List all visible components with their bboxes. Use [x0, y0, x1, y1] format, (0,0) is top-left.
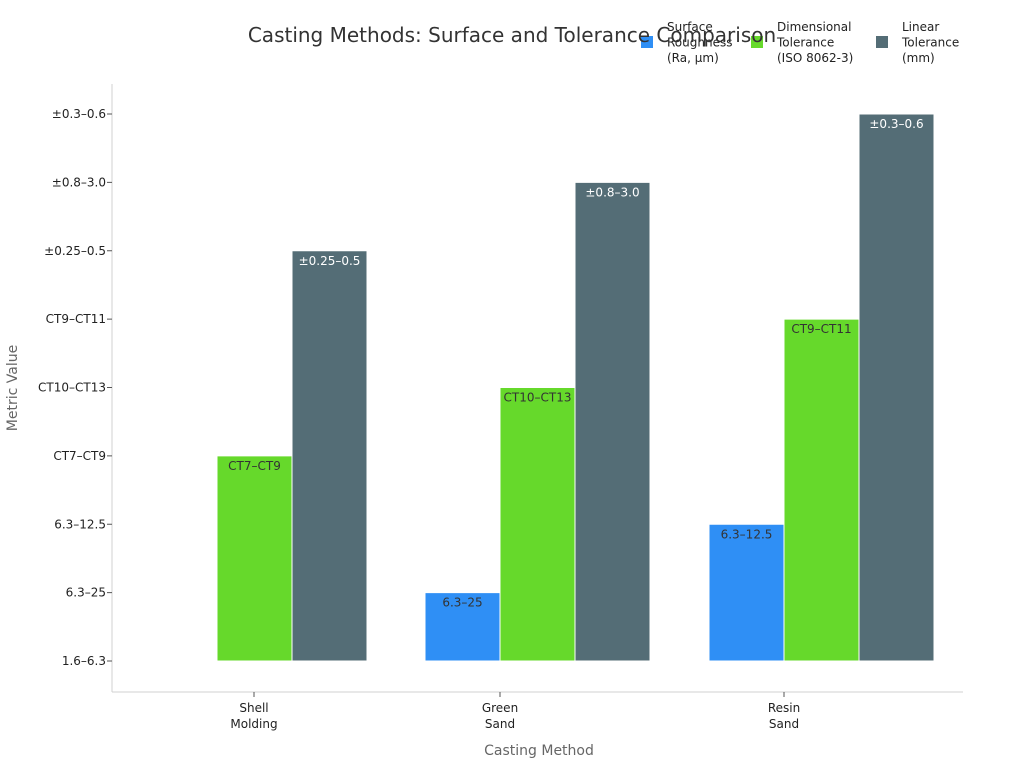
y-tick-label: CT10–CT13	[38, 381, 106, 395]
chart-title: Casting Methods: Surface and Tolerance C…	[248, 23, 776, 47]
x-tick-label: Shell Molding	[230, 701, 277, 731]
legend-label: Dimensional Tolerance (ISO 8062-3)	[776, 20, 853, 65]
bar	[291, 250, 368, 662]
y-tick-label: CT7–CT9	[53, 449, 106, 463]
legend-label: Linear Tolerance (mm)	[901, 20, 959, 65]
legend-swatch	[641, 36, 653, 48]
bar-data-label: ±0.8–3.0	[585, 185, 639, 199]
bar-data-label: ±0.25–0.5	[299, 254, 361, 268]
bars-layer	[216, 113, 935, 662]
legend-label: Surface Roughness (Ra, µm)	[667, 20, 732, 65]
y-tick-label: ±0.25–0.5	[44, 244, 106, 258]
bar	[858, 113, 935, 662]
y-tick-label: ±0.3–0.6	[52, 107, 106, 121]
bar	[499, 387, 576, 662]
x-tick-label: Green Sand	[482, 701, 518, 731]
bar	[708, 523, 785, 662]
y-tick-label: 6.3–12.5	[54, 517, 106, 531]
bar	[574, 181, 651, 662]
axes-layer: 1.6–6.3 6.3–25 6.3–12.5 CT7–CT9 CT10–CT13 CT9…	[38, 84, 963, 731]
x-tick-label: Resin Sand	[768, 701, 800, 731]
bar-data-label: CT9–CT11	[791, 322, 851, 336]
legend-swatch	[876, 36, 888, 48]
bar	[783, 318, 860, 662]
bar-data-label: ±0.3–0.6	[869, 117, 923, 131]
legend-swatch	[751, 36, 763, 48]
labels-layer: 6.3–25 6.3–12.5 CT7–CT9 CT10–CT13 CT9–CT11 ±0…	[228, 117, 923, 610]
bar-data-label: CT10–CT13	[504, 391, 572, 405]
bar	[424, 592, 501, 662]
legend: Surface Roughness (Ra, µm) Dimensional Toler…	[641, 20, 959, 65]
bar-data-label: 6.3–25	[442, 596, 482, 610]
y-axis-title: Metric Value	[5, 345, 21, 431]
y-tick-label: CT9–CT11	[46, 312, 106, 326]
y-tick-label: 1.6–6.3	[62, 654, 106, 668]
bar-data-label: 6.3–12.5	[721, 527, 773, 541]
bar	[216, 455, 293, 662]
bar-data-label: CT7–CT9	[228, 459, 281, 473]
y-tick-label: 6.3–25	[66, 586, 106, 600]
x-axis-title: Casting Method	[484, 743, 594, 759]
y-tick-label: ±0.8–3.0	[52, 175, 106, 189]
